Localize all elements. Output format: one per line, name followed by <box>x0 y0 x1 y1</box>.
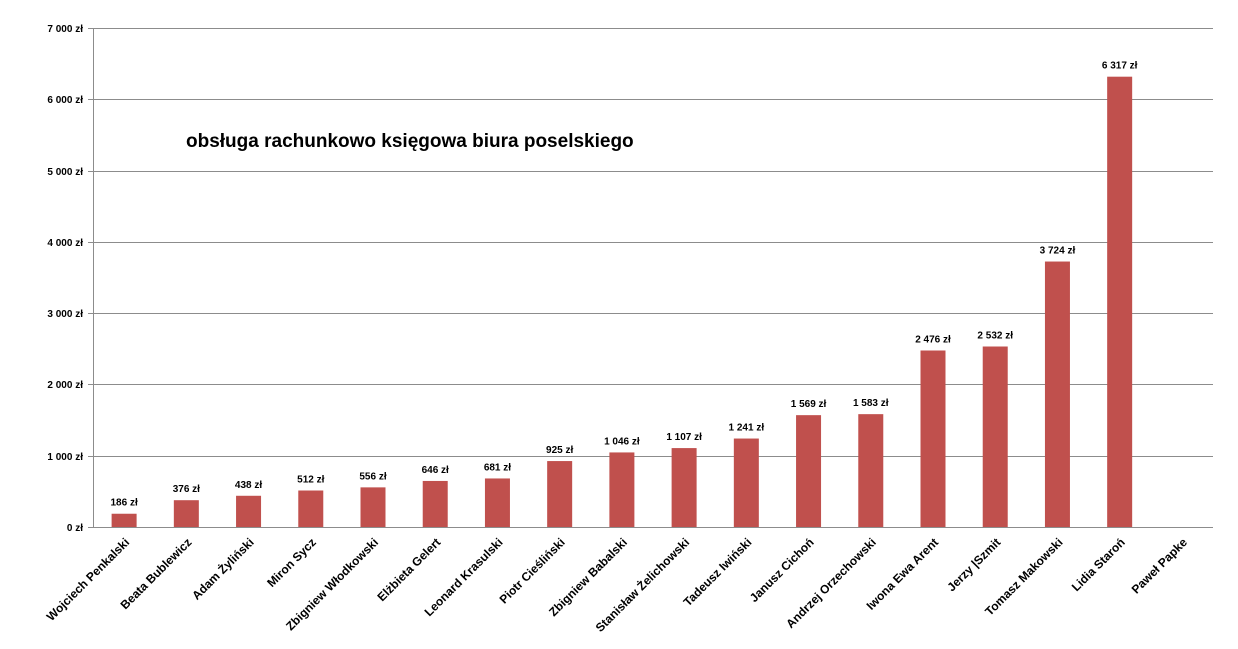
y-tick-label: 3 000 zł <box>47 309 83 320</box>
data-label: 2 532 zł <box>977 331 1013 342</box>
bar <box>236 495 262 527</box>
bar <box>298 490 324 527</box>
data-label: 2 476 zł <box>915 334 951 345</box>
bar <box>422 480 448 527</box>
x-tick-label: Jerzy |Szmit <box>944 535 1003 594</box>
data-label: 376 zł <box>173 484 200 495</box>
data-label: 3 724 zł <box>1040 246 1076 257</box>
data-label: 681 zł <box>484 462 511 473</box>
y-tick-label: 2 000 zł <box>47 380 83 391</box>
x-tick-label: Lidia Staroń <box>1069 535 1128 594</box>
axes <box>88 28 1213 528</box>
bar <box>982 346 1008 527</box>
bar <box>796 415 822 527</box>
y-tick-label: 6 000 zł <box>47 95 83 106</box>
x-tick-label: Miron Sycz <box>264 535 319 590</box>
y-tick-label: 4 000 zł <box>47 238 83 249</box>
x-tick-label: Janusz Cichoń <box>747 535 817 605</box>
data-label: 6 317 zł <box>1102 61 1138 72</box>
bar <box>671 448 697 527</box>
bar <box>920 350 946 527</box>
bar <box>609 452 635 527</box>
data-label: 1 569 zł <box>791 399 827 410</box>
bar <box>733 438 759 527</box>
x-tick-label: Wojciech Penkalski <box>44 535 133 624</box>
bar <box>1044 261 1070 527</box>
bar <box>484 478 510 527</box>
y-axis-ticks: 0 zł 1 000 zł 2 000 zł 3 000 zł 4 000 zł 5 00… <box>47 24 83 534</box>
data-label: 186 zł <box>110 498 137 509</box>
data-label: 556 zł <box>359 471 386 482</box>
y-tick-label: 0 zł <box>67 523 83 534</box>
bar <box>360 487 386 527</box>
data-label: 1 241 zł <box>729 423 765 434</box>
data-label: 1 583 zł <box>853 398 889 409</box>
x-tick-label: Paweł Papke <box>1129 535 1191 597</box>
data-label: 925 zł <box>546 445 573 456</box>
bar <box>173 500 199 527</box>
bars <box>111 76 1133 527</box>
data-labels: 186 zł 376 zł 438 zł 512 zł 556 zł 646 zł 681 … <box>110 61 1137 509</box>
chart-title: obsługa rachunkowo księgowa biura posels… <box>186 131 634 152</box>
gridlines <box>93 28 1213 457</box>
bar <box>547 461 573 527</box>
x-tick-label: Piotr Cieśliński <box>497 535 568 606</box>
bar <box>858 414 884 527</box>
y-tick-label: 5 000 zł <box>47 167 83 178</box>
x-tick-label: Tadeusz Iwiński <box>681 535 755 609</box>
y-tick-label: 7 000 zł <box>47 24 83 35</box>
data-label: 1 046 zł <box>604 436 640 447</box>
bar <box>111 513 137 527</box>
data-label: 512 zł <box>297 475 324 486</box>
y-tick-label: 1 000 zł <box>47 452 83 463</box>
data-label: 1 107 zł <box>666 432 702 443</box>
x-tick-label: Adam Żyliński <box>189 535 257 603</box>
x-tick-label: Elżbieta Gelert <box>374 535 443 604</box>
data-label: 646 zł <box>422 465 449 476</box>
bar <box>1107 76 1133 527</box>
data-label: 438 zł <box>235 480 262 491</box>
